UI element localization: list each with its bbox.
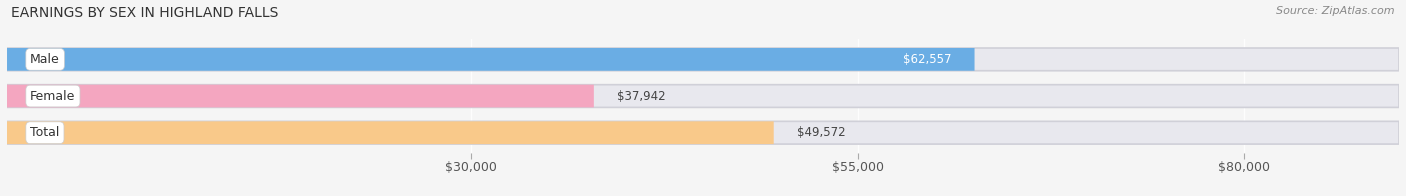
- Text: Source: ZipAtlas.com: Source: ZipAtlas.com: [1277, 6, 1395, 16]
- Text: $62,557: $62,557: [903, 53, 952, 66]
- FancyBboxPatch shape: [7, 85, 593, 107]
- Text: $37,942: $37,942: [617, 90, 665, 103]
- FancyBboxPatch shape: [7, 121, 773, 144]
- Text: Female: Female: [31, 90, 76, 103]
- Text: EARNINGS BY SEX IN HIGHLAND FALLS: EARNINGS BY SEX IN HIGHLAND FALLS: [11, 6, 278, 20]
- FancyBboxPatch shape: [7, 48, 974, 71]
- FancyBboxPatch shape: [7, 85, 1399, 107]
- Text: $49,572: $49,572: [797, 126, 845, 139]
- Text: Male: Male: [31, 53, 60, 66]
- FancyBboxPatch shape: [7, 121, 1399, 144]
- Text: Total: Total: [31, 126, 59, 139]
- FancyBboxPatch shape: [7, 48, 1399, 71]
